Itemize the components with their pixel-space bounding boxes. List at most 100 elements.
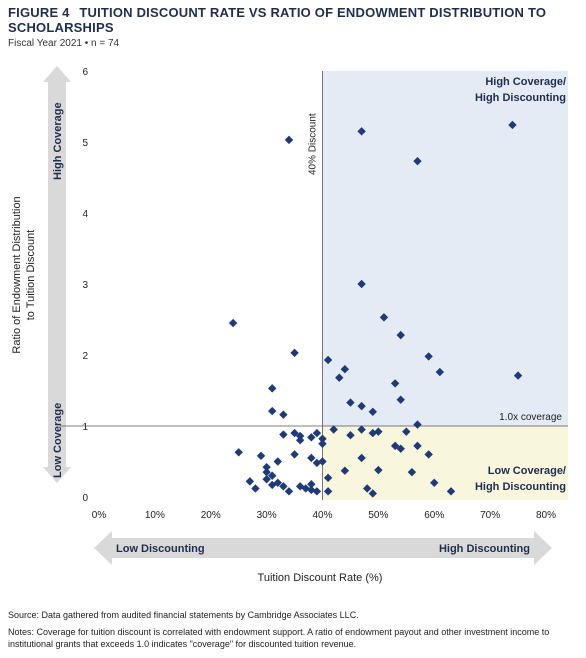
data-point <box>357 127 366 136</box>
chart-title: FIGURE 4 TUITION DISCOUNT RATE VS RATIO … <box>8 5 578 35</box>
data-point <box>318 434 327 443</box>
data-point <box>513 371 523 380</box>
x-tick-label: 70% <box>480 510 500 521</box>
high-region-label: High Coverage/ <box>485 76 566 88</box>
data-point <box>323 355 333 365</box>
data-point <box>402 427 411 436</box>
data-point <box>424 352 433 361</box>
data-point <box>368 407 377 416</box>
data-point <box>430 478 439 487</box>
data-point <box>245 477 255 486</box>
data-point <box>424 450 433 459</box>
data-point <box>357 279 366 289</box>
figure-title: TUITION DISCOUNT RATE VS RATIO OF ENDOWM… <box>8 5 547 35</box>
data-point <box>413 441 422 451</box>
vertical-arrow-body <box>48 80 66 469</box>
y-tick-label: 4 <box>82 209 88 220</box>
data-point <box>396 330 405 340</box>
x-tick-label: 80% <box>536 510 556 521</box>
x-tick-label: 10% <box>145 510 165 521</box>
chart-subtitle: Fiscal Year 2021 • n = 74 <box>8 38 120 49</box>
data-point <box>413 420 422 429</box>
y-arrow-bottom-label: Low Coverage <box>52 403 64 478</box>
data-point <box>329 425 338 434</box>
data-point <box>290 450 299 459</box>
data-point <box>390 441 400 451</box>
data-point <box>374 465 383 475</box>
data-point <box>340 365 350 374</box>
data-point <box>435 367 445 377</box>
y-tick-label: 3 <box>82 280 88 291</box>
data-point <box>340 466 350 475</box>
high-coverage-region <box>322 71 568 426</box>
data-point <box>256 451 266 461</box>
data-point <box>290 348 299 358</box>
data-point <box>279 410 288 419</box>
x-tick-label: 50% <box>368 510 388 521</box>
data-point <box>346 431 355 440</box>
data-point <box>262 475 271 484</box>
data-point <box>312 428 322 438</box>
data-point <box>335 373 344 382</box>
data-point <box>268 384 277 393</box>
y-tick-label: 5 <box>82 138 88 149</box>
data-point <box>363 484 372 493</box>
notes-text: Notes: Coverage for tuition discount is … <box>8 627 550 649</box>
data-point <box>251 484 260 493</box>
low-coverage-region <box>322 426 568 500</box>
source-note: Source: Data gathered from audited finan… <box>8 610 359 620</box>
chart-labels: Tuition Discount Rate (%) Ratio of Endowm… <box>11 76 566 584</box>
low-region-label: High Discounting <box>475 481 566 493</box>
y-tick-label: 6 <box>82 67 88 78</box>
reference-lines: 40% Discount 1.0x coverage <box>60 71 568 500</box>
data-point <box>346 398 355 407</box>
x-arrow-left-label: Low Discounting <box>116 543 205 555</box>
data-point <box>284 487 294 496</box>
x-tick-label: 0% <box>92 510 107 521</box>
data-point <box>368 489 377 498</box>
data-point <box>357 453 366 463</box>
data-point <box>268 406 277 416</box>
data-point <box>357 401 366 411</box>
x-tick-label: 20% <box>201 510 221 521</box>
data-point <box>390 379 400 388</box>
data-point <box>279 482 288 491</box>
horizontal-arrow-body <box>110 538 535 558</box>
data-point <box>262 462 271 472</box>
data-point <box>307 453 316 463</box>
x-tick-label: 40% <box>312 510 332 521</box>
data-point <box>318 439 327 448</box>
data-point <box>396 395 405 404</box>
data-point <box>318 457 327 466</box>
data-point <box>374 427 383 436</box>
high-region-label: High Discounting <box>475 92 566 104</box>
data-point <box>407 467 417 477</box>
data-point <box>279 430 288 439</box>
horizontal-arrowhead-right <box>534 531 552 565</box>
x-axis-title: Tuition Discount Rate (%) <box>258 572 383 584</box>
data-point <box>273 457 282 466</box>
y-tick-label: 0 <box>82 493 88 504</box>
data-point <box>312 487 322 496</box>
data-point <box>413 156 422 166</box>
direction-arrows: High Coverage Low Coverage Low Discounting… <box>43 66 552 565</box>
data-point <box>323 487 333 496</box>
y-tick-label: 2 <box>82 351 88 362</box>
horizontal-reference-label: 1.0x coverage <box>499 412 562 423</box>
data-point <box>262 467 271 477</box>
vertical-arrowhead-down <box>43 467 71 483</box>
y-arrow-top-label: High Coverage <box>52 102 64 180</box>
vertical-arrowhead-up <box>43 66 71 82</box>
data-point <box>307 480 316 489</box>
data-points <box>228 120 523 498</box>
vertical-reference-label: 40% Discount <box>308 113 319 175</box>
y-axis-title: Ratio of Endowment Distribution to Tuitio… <box>11 196 37 353</box>
data-point <box>228 318 238 328</box>
data-point <box>290 428 299 438</box>
x-arrow-right-label: High Discounting <box>439 543 530 555</box>
scatter-chart: High Coverage Low Coverage Low Discounting… <box>11 66 568 584</box>
x-tick-label: 30% <box>257 510 277 521</box>
low-region-label: Low Coverage/ <box>488 465 566 477</box>
data-point <box>396 444 405 453</box>
figure-label: FIGURE 4 <box>8 5 70 20</box>
